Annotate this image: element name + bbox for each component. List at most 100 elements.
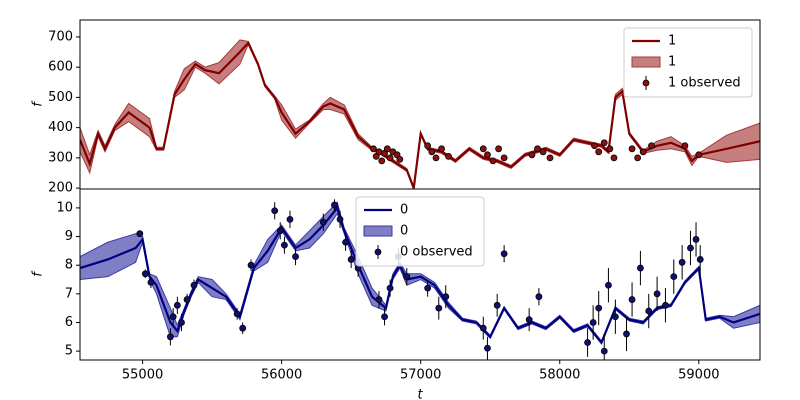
confidence-band — [80, 201, 760, 345]
observed-point — [681, 142, 689, 150]
observed-point — [147, 278, 155, 286]
observed-point — [595, 304, 603, 312]
observed-point — [403, 273, 411, 281]
observed-point — [591, 142, 598, 150]
y-tick-label: 5 — [65, 344, 73, 359]
observed-point — [375, 148, 383, 156]
plot-area — [80, 39, 760, 189]
observed-point — [432, 154, 440, 162]
observed-point — [610, 154, 618, 162]
observed-point — [611, 313, 619, 321]
x-tick-label: 55000 — [122, 368, 163, 383]
observed-point — [500, 250, 508, 258]
x-tick-label: 57000 — [400, 368, 441, 383]
observed-point — [595, 148, 603, 156]
y-tick-label: 200 — [48, 181, 73, 196]
observed-point — [435, 304, 443, 312]
observed-point — [493, 301, 501, 309]
observed-point — [319, 218, 327, 226]
observed-point — [166, 333, 174, 341]
y-tick-label: 9 — [65, 229, 73, 244]
y-axis-label: f — [31, 100, 46, 107]
observed-point — [525, 316, 533, 324]
observed-point — [276, 227, 284, 235]
observed-point — [183, 296, 191, 303]
observed-point — [628, 296, 636, 303]
observed-point — [383, 145, 391, 153]
observed-point — [169, 313, 177, 321]
y-axis-label: f — [31, 270, 46, 277]
observed-point — [535, 293, 543, 301]
observed-point — [386, 284, 394, 292]
observed-point — [653, 290, 661, 298]
y-tick-label: 6 — [65, 315, 73, 330]
observed-point — [428, 148, 436, 156]
x-tick-label: 58000 — [539, 368, 580, 383]
y-tick-label: 500 — [48, 90, 73, 105]
legend-label: 1 — [668, 55, 676, 70]
observed-point — [173, 301, 181, 309]
observed-point — [539, 148, 547, 156]
observed-point — [648, 142, 655, 150]
observed-point — [637, 264, 644, 272]
legend-label: 0 observed — [400, 245, 473, 260]
observed-point — [396, 155, 404, 163]
observed-point — [178, 319, 185, 326]
observed-point — [233, 310, 241, 318]
observed-point — [247, 261, 255, 269]
observed-point — [438, 145, 445, 153]
line — [80, 41, 760, 189]
y-tick-label: 300 — [48, 150, 73, 165]
observed-point — [634, 154, 642, 162]
observed-point — [281, 241, 288, 249]
observed-point — [386, 154, 394, 162]
observed-point — [692, 236, 700, 243]
observed-point — [347, 256, 355, 263]
plot-area — [80, 199, 760, 360]
observed-point — [589, 319, 597, 326]
legend-label: 0 — [400, 224, 408, 239]
observed-point — [479, 324, 487, 332]
observed-point — [489, 157, 497, 165]
observed-point — [600, 139, 608, 147]
observed-point — [600, 347, 608, 355]
observed-point — [662, 301, 669, 309]
y-tick-label: 400 — [48, 120, 73, 135]
observed-point — [623, 330, 630, 338]
legend-patch — [631, 56, 661, 68]
observed-point — [484, 344, 491, 352]
observed-point — [546, 154, 554, 162]
observed-point — [331, 201, 338, 209]
legend-label: 1 observed — [668, 76, 741, 91]
observed-point — [381, 313, 388, 321]
observed-point — [239, 324, 247, 332]
observed-point — [190, 281, 198, 289]
y-tick-label: 8 — [65, 258, 73, 273]
observed-point — [500, 154, 508, 162]
axes-frame — [79, 188, 761, 361]
observed-point — [378, 157, 386, 165]
observed-point — [678, 258, 686, 266]
observed-point — [695, 151, 703, 159]
observed-point — [687, 244, 694, 252]
observed-point — [286, 215, 294, 223]
y-tick-label: 7 — [65, 286, 73, 301]
observed-point — [342, 238, 350, 246]
legend-label: 1 — [668, 34, 676, 49]
observed-point — [336, 215, 344, 223]
observed-point — [628, 145, 636, 153]
observed-point — [645, 307, 653, 315]
observed-point — [141, 270, 149, 278]
x-tick-label: 56000 — [261, 368, 302, 383]
legend-marker — [374, 248, 382, 256]
observed-point — [605, 281, 612, 289]
legend-patch — [363, 225, 393, 237]
observed-point — [424, 284, 432, 292]
observed-point — [271, 207, 279, 215]
observed-point — [479, 145, 487, 153]
observed-point — [534, 145, 541, 153]
legend-marker — [642, 79, 650, 87]
legend-box — [623, 27, 753, 98]
x-tick-label: 59000 — [678, 368, 719, 383]
